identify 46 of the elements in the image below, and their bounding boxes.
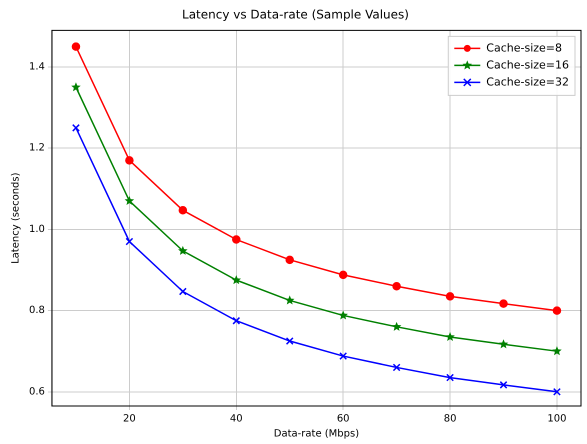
x-tick-label: 100 — [547, 414, 566, 425]
point — [232, 235, 241, 244]
point — [552, 346, 562, 356]
y-tick-label: 0.8 — [28, 305, 45, 316]
point — [392, 363, 401, 372]
point — [338, 270, 348, 280]
point — [392, 282, 401, 290]
point — [124, 196, 134, 205]
y-axis-title: Latency (seconds) — [10, 172, 22, 264]
point — [178, 246, 188, 255]
point — [338, 310, 348, 320]
chart-title: Latency vs Data-rate (Sample Values) — [182, 7, 409, 22]
point — [285, 256, 294, 264]
point — [392, 322, 402, 331]
x-tick-label: 40 — [230, 414, 243, 425]
x-tick-label: 80 — [444, 414, 456, 425]
x-axis-title: Data-rate (Mbps) — [274, 428, 360, 440]
y-tick-label: 1.4 — [28, 62, 45, 73]
point — [339, 352, 348, 360]
point — [178, 206, 188, 215]
point — [232, 316, 240, 325]
legend-label: Cache-size=8 — [486, 41, 562, 54]
y-tick-label: 0.6 — [28, 386, 45, 398]
point — [553, 388, 561, 396]
x-tick-label: 60 — [336, 414, 350, 425]
legend-label: Cache-size=16 — [486, 58, 570, 72]
point — [71, 82, 81, 92]
point — [125, 238, 134, 246]
point — [500, 380, 508, 389]
point — [446, 374, 454, 382]
point — [284, 295, 294, 304]
x-tick-label: 20 — [123, 414, 136, 425]
point — [446, 292, 454, 301]
point — [552, 306, 562, 315]
legend-label: Cache-size=32 — [486, 75, 570, 88]
y-tick-label: 1.0 — [28, 224, 45, 235]
point — [499, 299, 508, 308]
point — [498, 339, 508, 348]
point — [125, 156, 134, 165]
point — [232, 275, 242, 284]
point — [178, 288, 187, 296]
point — [286, 337, 294, 345]
y-tick-label: 1.2 — [28, 142, 45, 154]
point — [72, 124, 80, 132]
point — [72, 42, 80, 51]
point — [445, 332, 455, 342]
